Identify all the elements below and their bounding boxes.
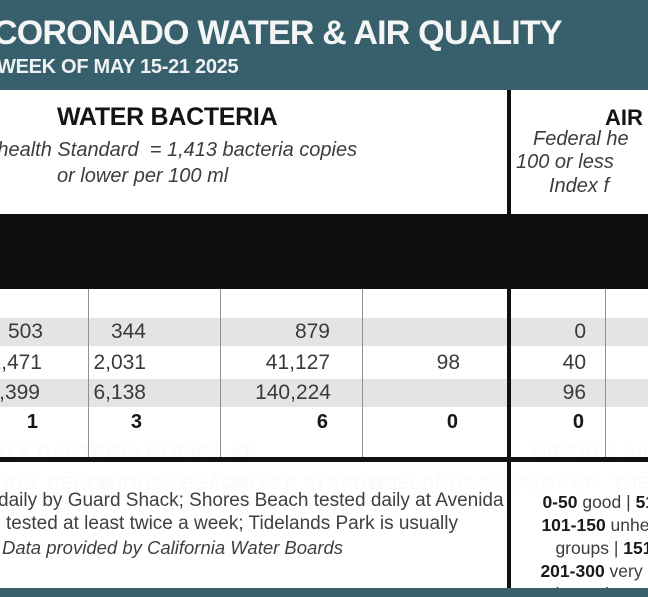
column-header-1st-st: 1ST ST.	[531, 472, 599, 493]
air-section-title: AIR	[605, 105, 643, 130]
air-legend-line: 201-300 very u	[521, 537, 648, 597]
legend-range: 101-150	[541, 515, 606, 535]
legend-text: good |	[577, 492, 636, 512]
table-cell: 5,399	[0, 381, 40, 404]
page-subtitle: WEEK OF MAY 15-21 2025	[0, 56, 239, 78]
section-divider	[507, 90, 511, 588]
table-cell-total: 0	[572, 411, 584, 433]
legend-range: 201-300	[540, 561, 605, 581]
legend-text: groups |	[555, 538, 624, 558]
table-cell: 6,138	[93, 381, 146, 404]
air-standard-line2: 100 or less	[516, 151, 614, 173]
air-legend-line: 101-150 unheal	[522, 491, 648, 560]
horizontal-rule	[0, 457, 648, 462]
water-footnote-line1: daily by Guard Shack; Shores Beach teste…	[0, 490, 504, 511]
table-cell: 40	[562, 351, 586, 374]
column-divider	[362, 289, 363, 457]
table-cell: 1,471	[0, 351, 42, 374]
zebra-stripe-row1	[0, 318, 648, 346]
water-standard-line1: Federal health Standard = 1,413 bacteria…	[0, 139, 358, 161]
column-divider	[605, 289, 606, 457]
table-header-band: WEEKLY BACTERIA COPIES AT: WEEKLY AIR Q …	[0, 214, 648, 493]
column-header-shores-beach: SHORES BEACH	[97, 472, 249, 493]
bottom-bar	[0, 588, 648, 597]
water-footnote-credit: Data provided by California Water Boards	[2, 537, 344, 558]
zebra-stripe-row3	[0, 379, 648, 407]
table-cell-total: 0	[446, 411, 458, 433]
column-header-the-cays: THE C	[612, 472, 648, 493]
air-legend-line: groups | 151-20	[536, 514, 648, 583]
table-cell: 140,224	[255, 381, 331, 404]
water-footnote-line2: tested at least twice a week; Tidelands …	[6, 513, 459, 534]
table-cell-total: 1	[26, 411, 38, 433]
table-cell: 2,031	[93, 351, 146, 374]
table-cell-total: 6	[316, 411, 328, 433]
legend-range: 151-20	[623, 538, 648, 558]
table-cell: 98	[436, 351, 460, 374]
table-cell: 41,127	[265, 351, 330, 374]
air-legend-line: 0-50 good | 51	[523, 468, 648, 537]
table-cell: 96	[562, 381, 586, 404]
masthead: CORONADO WATER & AIR QUALITY WEEK OF MAY…	[0, 0, 648, 90]
column-header-tidelands-park: TIDELANDS PARK	[367, 472, 532, 493]
column-header-silver-strand: SILVER STRAND	[231, 472, 382, 493]
table-cell: 879	[294, 320, 330, 343]
page-title: CORONADO WATER & AIR QUALITY	[0, 14, 563, 52]
air-band-label: WEEKLY AIR Q	[533, 443, 648, 465]
table-cell: 503	[7, 320, 43, 343]
table-cell-total: 3	[130, 411, 142, 433]
legend-range: 0-50	[542, 492, 578, 512]
water-standard-line2: or lower per 100 ml	[57, 165, 229, 187]
air-standard-line1: Federal he	[533, 128, 629, 150]
table-cell: 344	[110, 320, 146, 343]
legend-range: 51	[635, 492, 648, 512]
air-standard-line3: Index f	[549, 175, 610, 197]
legend-text: unheal	[610, 515, 648, 535]
column-header-central-beach: CENTRAL BEACH	[0, 472, 114, 493]
water-section-title: WATER BACTERIA	[57, 103, 278, 131]
column-divider	[220, 289, 221, 457]
table-cell: 0	[574, 320, 586, 343]
column-divider	[88, 289, 89, 457]
